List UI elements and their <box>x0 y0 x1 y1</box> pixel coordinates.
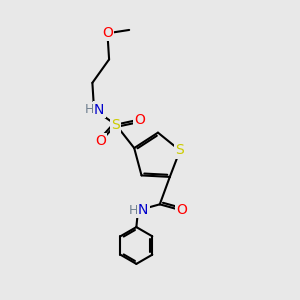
Text: S: S <box>176 143 184 158</box>
Text: N: N <box>138 203 148 218</box>
Text: N: N <box>94 103 104 117</box>
Text: O: O <box>102 26 113 40</box>
Text: H: H <box>129 204 138 217</box>
Text: O: O <box>95 134 106 148</box>
Text: O: O <box>176 203 187 218</box>
Text: S: S <box>111 118 120 132</box>
Text: H: H <box>85 103 94 116</box>
Text: O: O <box>134 112 145 127</box>
